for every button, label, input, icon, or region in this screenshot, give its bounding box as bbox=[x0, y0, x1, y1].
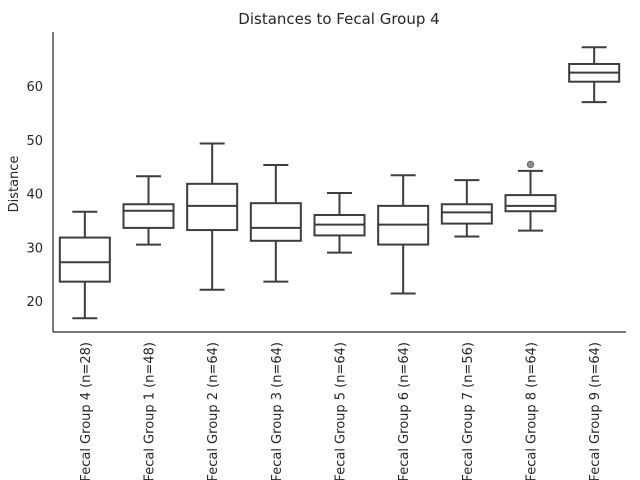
box-group bbox=[377, 174, 430, 295]
chart-title: Distances to Fecal Group 4 bbox=[238, 10, 439, 28]
x-tick-label: Fecal Group 2 (n=64) bbox=[206, 342, 221, 480]
x-tick-label: Fecal Group 7 (n=56) bbox=[461, 342, 476, 480]
y-tick-label: 40 bbox=[26, 188, 43, 203]
y-axis-label: Distance bbox=[7, 156, 22, 213]
x-tick-labels: Fecal Group 4 (n=28) Fecal Group 1 (n=48)… bbox=[79, 342, 603, 480]
box-group bbox=[313, 191, 366, 254]
y-tick-label: 60 bbox=[26, 80, 43, 95]
x-tick-label: Fecal Group 1 (n=48) bbox=[143, 342, 158, 480]
x-tick-label: Fecal Group 8 (n=64) bbox=[525, 342, 540, 480]
iqr-box bbox=[186, 182, 239, 232]
box-group bbox=[504, 160, 557, 232]
iqr-box bbox=[504, 194, 557, 213]
x-tick-label: Fecal Group 5 (n=64) bbox=[334, 342, 349, 480]
outlier-point bbox=[526, 160, 535, 169]
box-group bbox=[568, 46, 621, 104]
box-group bbox=[58, 210, 111, 320]
y-tick-label: 30 bbox=[26, 241, 43, 256]
x-tick-label: Fecal Group 3 (n=64) bbox=[270, 342, 285, 480]
iqr-box bbox=[249, 202, 302, 242]
iqr-box bbox=[122, 203, 175, 229]
y-tick-label: 50 bbox=[26, 134, 43, 149]
box-series bbox=[58, 46, 621, 320]
iqr-box bbox=[440, 203, 493, 225]
box-group bbox=[249, 164, 302, 283]
x-tick-label: Fecal Group 9 (n=64) bbox=[588, 342, 603, 480]
box-group bbox=[122, 175, 175, 246]
y-tick-label: 20 bbox=[26, 295, 43, 310]
x-tick-label: Fecal Group 6 (n=64) bbox=[397, 342, 412, 480]
iqr-box bbox=[58, 236, 111, 283]
x-tick-label: Fecal Group 4 (n=28) bbox=[79, 342, 94, 480]
y-tick-labels: 20 30 40 50 60 bbox=[26, 80, 43, 310]
box-group bbox=[186, 142, 239, 291]
box-group bbox=[440, 179, 493, 238]
